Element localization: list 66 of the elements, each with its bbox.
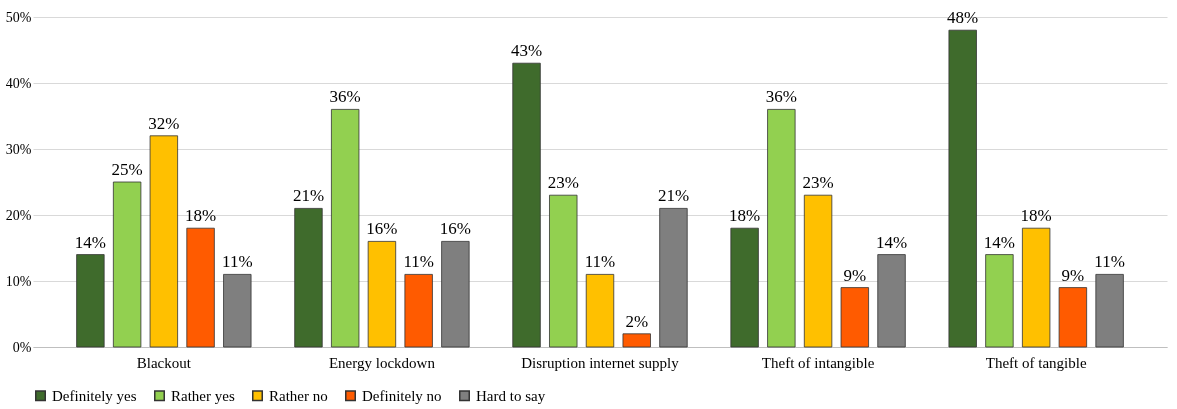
x-tick-label: Theft of tangible	[985, 354, 1087, 371]
data-label: 18%	[184, 206, 217, 226]
x-tick-label: Energy lockdown	[328, 354, 436, 371]
bar	[149, 135, 179, 348]
data-label: 14%	[74, 232, 106, 252]
data-label: 32%	[148, 113, 180, 133]
data-label: 25%	[111, 160, 143, 179]
data-label: 21%	[292, 186, 325, 206]
data-label: 9%	[1061, 265, 1085, 285]
bar	[1058, 287, 1088, 348]
data-label: 36%	[765, 87, 797, 107]
y-tick-label: 0%	[12, 339, 32, 355]
bar	[1095, 274, 1124, 348]
bar	[112, 181, 142, 348]
x-tick-label: Blackout	[136, 354, 192, 371]
bar	[223, 274, 252, 348]
bar	[294, 208, 323, 348]
legend-label: Rather no	[269, 387, 328, 404]
x-tick-label: Disruption internet supply	[521, 354, 680, 371]
y-tick-label: 40%	[5, 75, 32, 91]
data-label: 11%	[584, 252, 616, 272]
data-label: 48%	[947, 8, 979, 28]
data-label: 11%	[222, 252, 253, 272]
bar	[730, 227, 759, 348]
data-label: 16%	[439, 219, 471, 239]
y-tick-label: 50%	[5, 9, 32, 25]
bar	[549, 194, 578, 348]
bar	[186, 227, 215, 348]
data-label: 11%	[1094, 252, 1125, 272]
data-label: 14%	[983, 232, 1016, 252]
bar	[331, 109, 360, 348]
legend-label: Definitely no	[362, 387, 442, 404]
bar	[622, 333, 651, 348]
bar	[76, 254, 105, 348]
data-label: 23%	[547, 173, 579, 193]
data-label: 2%	[625, 311, 649, 331]
y-tick-label: 20%	[5, 207, 32, 223]
bar	[404, 274, 433, 348]
data-label: 36%	[329, 87, 361, 107]
bar	[441, 241, 470, 348]
y-tick-label: 30%	[5, 141, 32, 157]
y-tick-label: 10%	[5, 273, 32, 289]
legend-label: Hard to say	[476, 387, 546, 404]
bar	[877, 254, 906, 348]
data-label: 23%	[802, 173, 834, 193]
legend-label: Definitely yes	[52, 387, 137, 404]
bar	[840, 287, 869, 348]
bar	[985, 254, 1014, 348]
legend-label: Rather yes	[171, 387, 235, 404]
bar	[1021, 227, 1051, 348]
data-label: 11%	[403, 252, 434, 272]
data-label: 9%	[843, 265, 867, 285]
data-label: 21%	[657, 186, 690, 206]
data-label: 43%	[510, 41, 543, 61]
bar	[659, 208, 688, 348]
bar	[512, 62, 541, 348]
bar	[803, 194, 833, 348]
data-label: 14%	[875, 232, 908, 252]
data-label: 18%	[729, 206, 761, 226]
bar	[367, 241, 397, 348]
bar	[948, 29, 977, 348]
x-tick-label: Theft of intangible	[761, 354, 875, 371]
data-label: 16%	[366, 219, 398, 239]
bar	[585, 274, 615, 348]
data-label: 18%	[1020, 206, 1052, 226]
bar	[767, 109, 796, 348]
